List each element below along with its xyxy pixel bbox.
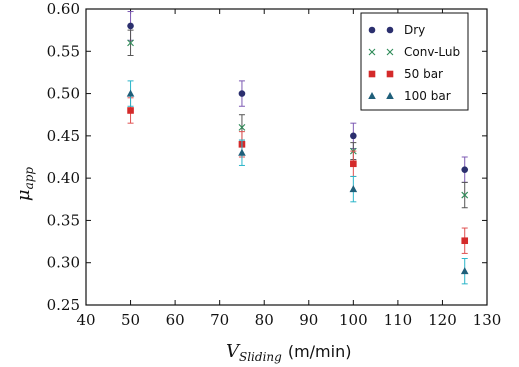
data-point (461, 237, 468, 244)
data-point (350, 133, 357, 140)
x-tick-label: 120 (428, 311, 457, 329)
series-2 (127, 98, 468, 254)
legend-marker (387, 27, 394, 34)
y-tick-label: 0.50 (47, 85, 80, 103)
y-tick-label: 0.60 (47, 0, 80, 18)
x-tick-label: 60 (166, 311, 185, 329)
data-point (238, 149, 246, 156)
x-axis-label: VSliding (m/min) (226, 341, 351, 364)
legend-marker (369, 71, 376, 78)
legend-label: 50 bar (404, 67, 443, 81)
data-point (239, 90, 246, 97)
y-axis-label: μapp (13, 167, 36, 202)
legend-marker (369, 27, 376, 34)
y-tick-label: 0.30 (47, 254, 80, 272)
x-tick-label: 110 (384, 311, 413, 329)
x-tick-label: 50 (121, 311, 140, 329)
series-3 (127, 81, 469, 284)
x-tick-label: 80 (255, 311, 274, 329)
y-tick-label: 0.25 (47, 296, 80, 314)
legend: Dry Conv-Lub 50 bar 100 bar (361, 13, 468, 110)
data-point (127, 107, 134, 114)
y-tick-label: 0.55 (47, 42, 80, 60)
x-tick-label: 100 (339, 311, 368, 329)
y-tick-label: 0.35 (47, 211, 80, 229)
data-point (461, 166, 468, 173)
x-tick-label: 130 (473, 311, 502, 329)
data-point (350, 185, 358, 192)
legend-label: Conv-Lub (404, 45, 460, 59)
y-tick-label: 0.45 (47, 127, 80, 145)
data-point (127, 90, 135, 97)
legend-label: 100 bar (404, 89, 451, 103)
x-tick-label: 90 (299, 311, 318, 329)
legend-label: Dry (404, 23, 425, 37)
x-tick-label: 70 (210, 311, 229, 329)
y-tick-label: 0.40 (47, 169, 80, 187)
data-point (350, 160, 357, 167)
data-point (127, 23, 134, 30)
data-point (461, 267, 469, 274)
legend-marker (387, 71, 394, 78)
